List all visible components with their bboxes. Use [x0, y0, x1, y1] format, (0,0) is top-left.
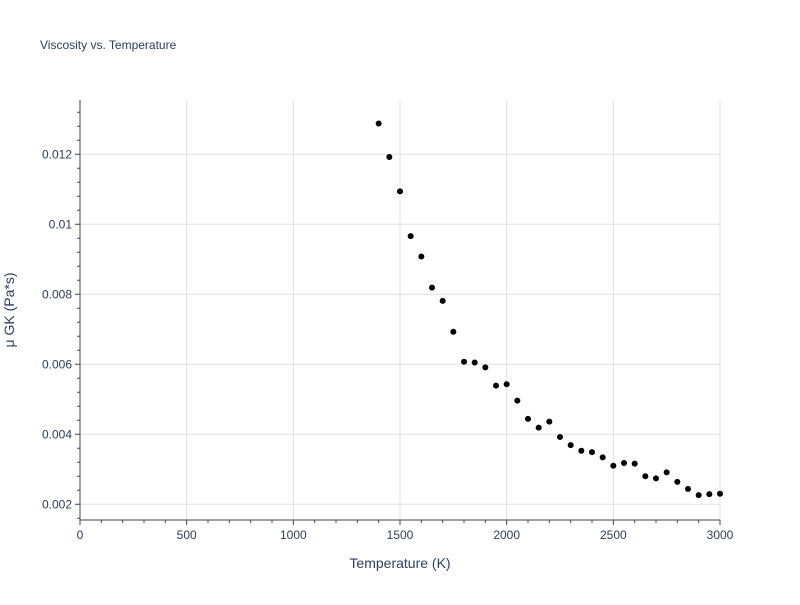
y-tick-label: 0.002: [42, 497, 72, 511]
x-axis-title: Temperature (K): [349, 555, 450, 571]
data-point: [525, 415, 531, 422]
x-tick-label: 1500: [387, 528, 414, 542]
data-point: [578, 447, 585, 454]
data-point: [397, 188, 403, 195]
data-point: [642, 473, 649, 480]
data-point: [653, 475, 659, 482]
data-point: [674, 478, 681, 485]
y-tick-label: 0.012: [42, 147, 72, 161]
data-point: [599, 454, 606, 461]
data-point: [471, 359, 478, 366]
data-point: [610, 462, 617, 469]
data-point: [589, 449, 595, 456]
data-point: [546, 418, 553, 425]
data-point: [631, 460, 638, 467]
x-tick-label: 2500: [600, 528, 627, 542]
data-point: [429, 284, 435, 291]
grid-layer: [80, 100, 721, 520]
x-tick-label: 500: [177, 528, 197, 542]
data-point: [461, 358, 467, 365]
data-point: [503, 381, 510, 388]
marker-layer: [375, 120, 723, 499]
data-point: [717, 490, 723, 497]
y-tick-label: 0.01: [49, 217, 73, 231]
data-point: [418, 253, 425, 260]
data-point: [482, 364, 489, 371]
data-point: [567, 442, 574, 449]
data-point: [557, 434, 563, 441]
x-tick-label: 2000: [493, 528, 520, 542]
data-point: [375, 120, 382, 127]
data-point: [439, 297, 446, 304]
x-tick-label: 1000: [280, 528, 307, 542]
data-point: [493, 382, 499, 389]
x-tick-label: 0: [77, 528, 84, 542]
data-point: [407, 233, 414, 240]
chart-title: Viscosity vs. Temperature: [40, 38, 177, 52]
y-tick-label: 0.004: [42, 427, 72, 441]
y-axis-title: μ GK (Pa*s): [1, 273, 17, 348]
data-point: [535, 424, 542, 431]
data-point: [663, 469, 670, 476]
data-point: [695, 492, 702, 499]
y-tick-label: 0.006: [42, 357, 72, 371]
data-point: [514, 397, 521, 404]
data-point: [706, 491, 713, 498]
data-point: [621, 459, 627, 466]
axis-layer: 0 500 1000 1500 2000 2500 3000 0.002 0.004 0.006 0…: [42, 100, 734, 542]
data-point: [450, 328, 457, 335]
x-tick-label: 3000: [707, 528, 734, 542]
data-point: [685, 485, 691, 492]
y-tick-label: 0.008: [42, 287, 72, 301]
data-point: [386, 154, 393, 161]
